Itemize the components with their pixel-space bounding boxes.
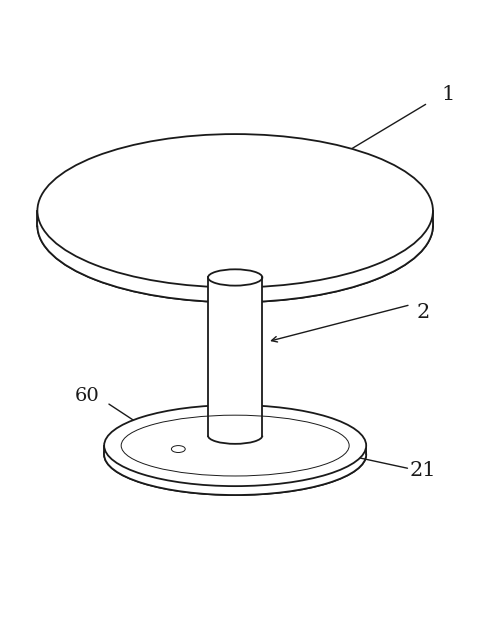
Text: 60: 60 (74, 387, 99, 405)
Ellipse shape (104, 405, 366, 486)
Ellipse shape (208, 269, 262, 286)
Ellipse shape (38, 149, 433, 302)
Ellipse shape (38, 149, 433, 302)
Ellipse shape (104, 414, 366, 495)
Polygon shape (208, 277, 262, 436)
Text: 21: 21 (410, 461, 436, 480)
Text: 2: 2 (416, 303, 430, 321)
Ellipse shape (38, 134, 433, 288)
Ellipse shape (104, 414, 366, 495)
Text: 1: 1 (441, 85, 454, 104)
Ellipse shape (172, 445, 185, 452)
